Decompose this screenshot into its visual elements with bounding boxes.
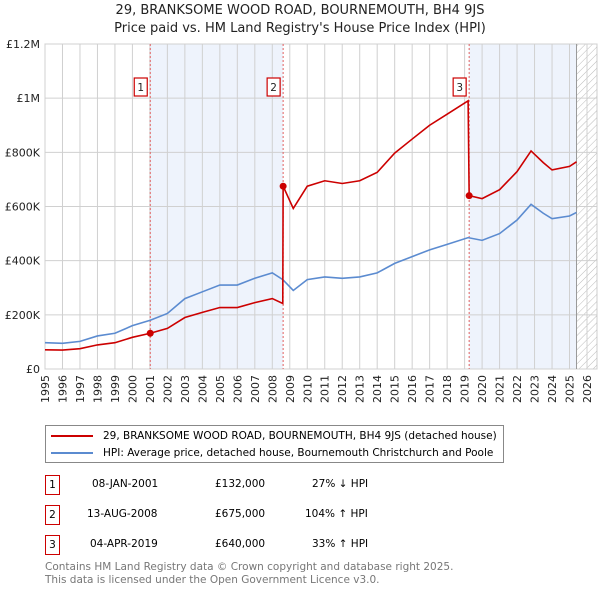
y-tick-label: £600K	[5, 201, 41, 214]
sale-hpi: 33% ↑ HPI	[312, 538, 369, 550]
sale-price: £675,000	[215, 508, 266, 520]
x-tick-label: 2005	[214, 375, 227, 403]
x-tick-label: 1996	[56, 375, 69, 403]
x-tick-label: 2020	[476, 375, 489, 403]
x-tick-label: 2008	[266, 375, 279, 403]
x-tick-label: 2011	[319, 375, 332, 403]
footer-copyright: Contains HM Land Registry data © Crown c…	[45, 561, 454, 573]
x-tick-label: 2010	[301, 375, 314, 403]
x-tick-label: 1999	[109, 375, 122, 403]
x-tick-label: 2007	[249, 375, 262, 403]
sale-number: 1	[45, 475, 60, 495]
y-tick-label: £1M	[17, 92, 41, 105]
x-tick-label: 2002	[161, 375, 174, 403]
x-tick-label: 2003	[179, 375, 192, 403]
footer-licence: This data is licensed under the Open Gov…	[45, 574, 380, 586]
sale-price: £640,000	[215, 538, 266, 550]
sale-label: 1	[137, 82, 144, 94]
x-tick-label: 2017	[424, 375, 437, 403]
sale-label-box	[452, 77, 467, 97]
x-tick-label: 2004	[196, 375, 209, 403]
sale-hpi: 104% ↑ HPI	[305, 508, 368, 520]
sale-point	[465, 192, 473, 200]
x-tick-label: 2018	[441, 375, 454, 403]
sale-point	[279, 182, 287, 190]
y-tick-label: £800K	[5, 146, 41, 159]
x-tick-label: 2006	[231, 375, 244, 403]
x-tick-label: 2026	[581, 375, 594, 403]
sale-date: 13-AUG-2008	[87, 508, 158, 520]
x-tick-label: 2009	[284, 375, 297, 403]
chart-subtitle: Price paid vs. HM Land Registry's House …	[114, 21, 486, 36]
x-tick-label: 2022	[511, 375, 524, 403]
x-tick-label: 2013	[354, 375, 367, 403]
sale-row: 1 08-JAN-2001 £132,000 27% ↓ HPI	[45, 475, 465, 495]
legend-swatch-hpi	[51, 452, 93, 454]
sale-number: 2	[45, 505, 60, 525]
series-line	[44, 203, 577, 345]
sale-label-box	[133, 77, 148, 97]
x-tick-label: 2025	[564, 375, 577, 403]
legend-property: 29, BRANKSOME WOOD ROAD, BOURNEMOUTH, BH…	[103, 430, 497, 442]
x-tick-label: 2015	[389, 375, 402, 403]
x-tick-label: 2014	[371, 375, 384, 403]
x-tick-label: 2019	[459, 375, 472, 403]
sale-price: £132,000	[215, 478, 266, 490]
legend-swatch-property	[51, 435, 93, 437]
x-tick-label: 1998	[91, 375, 104, 403]
sale-hpi: 27% ↓ HPI	[312, 478, 369, 490]
chart-legend: 29, BRANKSOME WOOD ROAD, BOURNEMOUTH, BH…	[45, 425, 504, 463]
price-chart: 1995 1996 1997 1998 1999 2000 2001 2002 2003 2004…	[5, 38, 598, 403]
x-tick-label: 2012	[336, 375, 349, 403]
y-tick-label: £200K	[5, 309, 41, 322]
x-tick-label: 2001	[144, 375, 157, 403]
x-tick-label: 2016	[406, 375, 419, 403]
chart-title: 29, BRANKSOME WOOD ROAD, BOURNEMOUTH, BH…	[115, 3, 485, 18]
sale-date: 08-JAN-2001	[92, 478, 159, 490]
sale-row: 3 04-APR-2019 £640,000 33% ↑ HPI	[45, 535, 465, 555]
y-tick-label: £1.2M	[6, 38, 40, 51]
sale-row: 2 13-AUG-2008 £675,000 104% ↑ HPI	[45, 505, 465, 525]
x-tick-label: 2021	[494, 375, 507, 403]
x-tick-label: 2000	[126, 375, 139, 403]
sale-label: 3	[456, 82, 463, 94]
y-tick-label: £0	[26, 363, 40, 376]
legend-hpi: HPI: Average price, detached house, Bour…	[103, 447, 494, 459]
y-tick-label: £400K	[5, 255, 41, 268]
sale-number: 3	[45, 535, 60, 555]
sale-date: 04-APR-2019	[90, 538, 158, 550]
x-tick-label: 2023	[529, 375, 542, 403]
x-tick-label: 2024	[546, 375, 559, 403]
x-tick-label: 1995	[39, 375, 52, 403]
sale-label: 2	[270, 82, 277, 94]
sale-point	[146, 329, 154, 337]
x-tick-label: 1997	[74, 375, 87, 403]
sale-label-box	[266, 77, 281, 97]
